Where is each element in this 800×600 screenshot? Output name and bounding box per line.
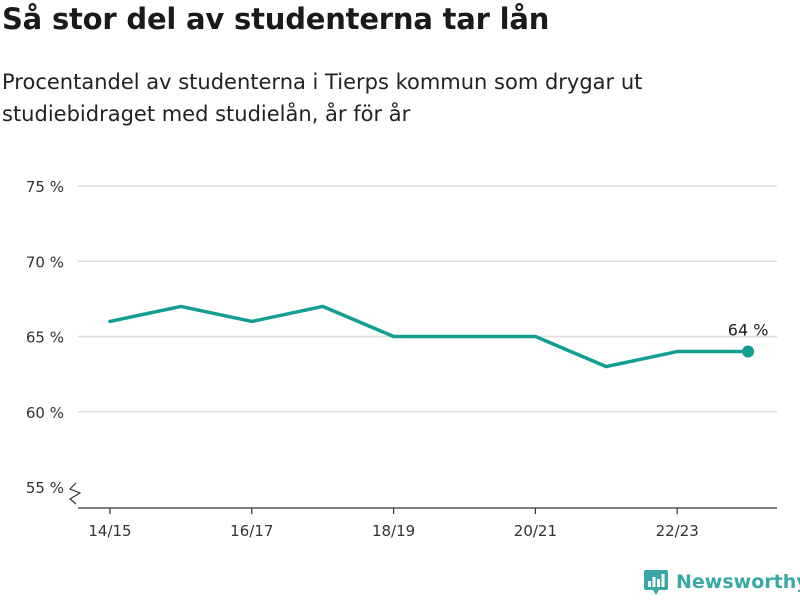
axis-break-icon <box>68 482 82 505</box>
brand-name: Newsworthy <box>676 571 800 593</box>
end-value-label: 64 % <box>728 321 769 340</box>
y-tick-label: 60 % <box>26 404 64 422</box>
label-layer: 55 % 60 % 65 % 70 % 75 % 14/15 16/17 18/19 20/21… <box>26 178 769 540</box>
y-tick-label: 70 % <box>26 253 64 271</box>
y-tick-label: 55 % <box>26 479 64 497</box>
chart-axes <box>68 482 777 514</box>
end-point-marker <box>742 345 755 358</box>
x-tick-label: 22/23 <box>656 522 699 540</box>
x-tick-label: 18/19 <box>372 522 415 540</box>
y-tick-label: 75 % <box>26 178 64 196</box>
newsworthy-logo-icon <box>644 570 668 595</box>
chart-subtitle: Procentandel av studenterna i Tierps kom… <box>2 70 643 126</box>
x-tick-label: 14/15 <box>88 522 131 540</box>
x-tick-label: 16/17 <box>230 522 273 540</box>
newsworthy-brand: Newsworthy <box>643 568 800 596</box>
y-tick-label: 65 % <box>26 329 64 347</box>
chart-title: Så stor del av studenterna tar lån <box>2 2 550 36</box>
series-layer <box>108 304 755 369</box>
series-line <box>108 304 750 369</box>
grid-lines <box>78 185 777 413</box>
x-tick-label: 20/21 <box>514 522 557 540</box>
